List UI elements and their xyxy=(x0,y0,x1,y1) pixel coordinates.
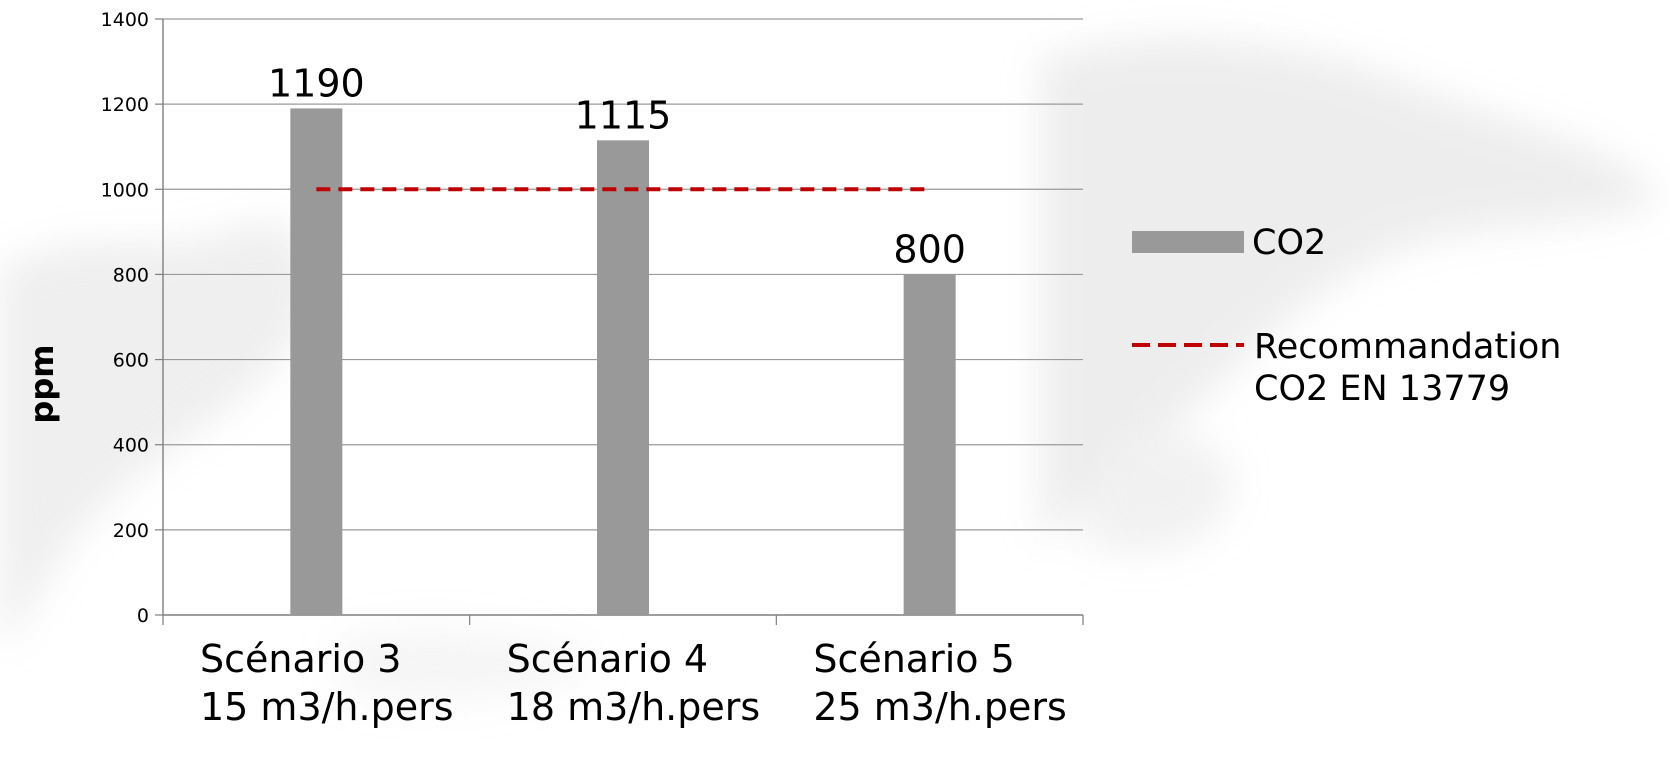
y-axis-labels: 0 200 400 600 800 1000 1200 1400 xyxy=(101,9,149,627)
x-tick-label: Scénario 4 18 m3/h.pers xyxy=(507,637,761,729)
x-tick-label-line: 18 m3/h.pers xyxy=(507,685,761,729)
y-tick-label: 1400 xyxy=(101,9,149,31)
bar-series xyxy=(290,108,956,616)
y-tick-label: 200 xyxy=(113,520,149,542)
legend: CO2 Recommandation CO2 EN 13779 xyxy=(1132,223,1561,409)
x-tick-label-line: 15 m3/h.pers xyxy=(200,685,454,729)
bar xyxy=(597,140,649,616)
y-tick-label: 800 xyxy=(113,264,149,286)
x-tick-label: Scénario 5 25 m3/h.pers xyxy=(813,637,1067,729)
data-label: 800 xyxy=(893,227,966,271)
x-tick-label-line: Scénario 4 xyxy=(507,637,708,681)
background-texture xyxy=(0,38,1660,700)
data-labels: 1190 1115 800 xyxy=(268,61,966,271)
legend-swatch-co2 xyxy=(1132,231,1244,253)
x-tick-label: Scénario 3 15 m3/h.pers xyxy=(200,637,454,729)
x-axis-labels: Scénario 3 15 m3/h.pers Scénario 4 18 m3/h.… xyxy=(200,637,1067,729)
y-tick-label: 400 xyxy=(113,435,149,457)
legend-label-co2: CO2 xyxy=(1252,223,1326,263)
y-axis-title: ppm xyxy=(23,344,61,423)
legend-label-recommendation: Recommandation CO2 EN 13779 xyxy=(1254,327,1561,409)
legend-label-line: Recommandation xyxy=(1254,327,1561,367)
y-tick-label: 1000 xyxy=(101,179,149,201)
data-label: 1190 xyxy=(268,61,365,105)
data-label: 1115 xyxy=(575,93,672,137)
bar xyxy=(290,108,343,616)
bar xyxy=(903,274,956,615)
y-tick-label: 600 xyxy=(113,350,149,372)
x-tick-label-line: 25 m3/h.pers xyxy=(813,685,1067,729)
y-tick-label: 0 xyxy=(137,605,149,627)
x-tick-label-line: Scénario 5 xyxy=(813,637,1014,681)
x-tick-label-line: Scénario 3 xyxy=(200,637,401,681)
y-tick-label: 1200 xyxy=(101,94,149,116)
legend-label-line: CO2 EN 13779 xyxy=(1254,369,1510,409)
